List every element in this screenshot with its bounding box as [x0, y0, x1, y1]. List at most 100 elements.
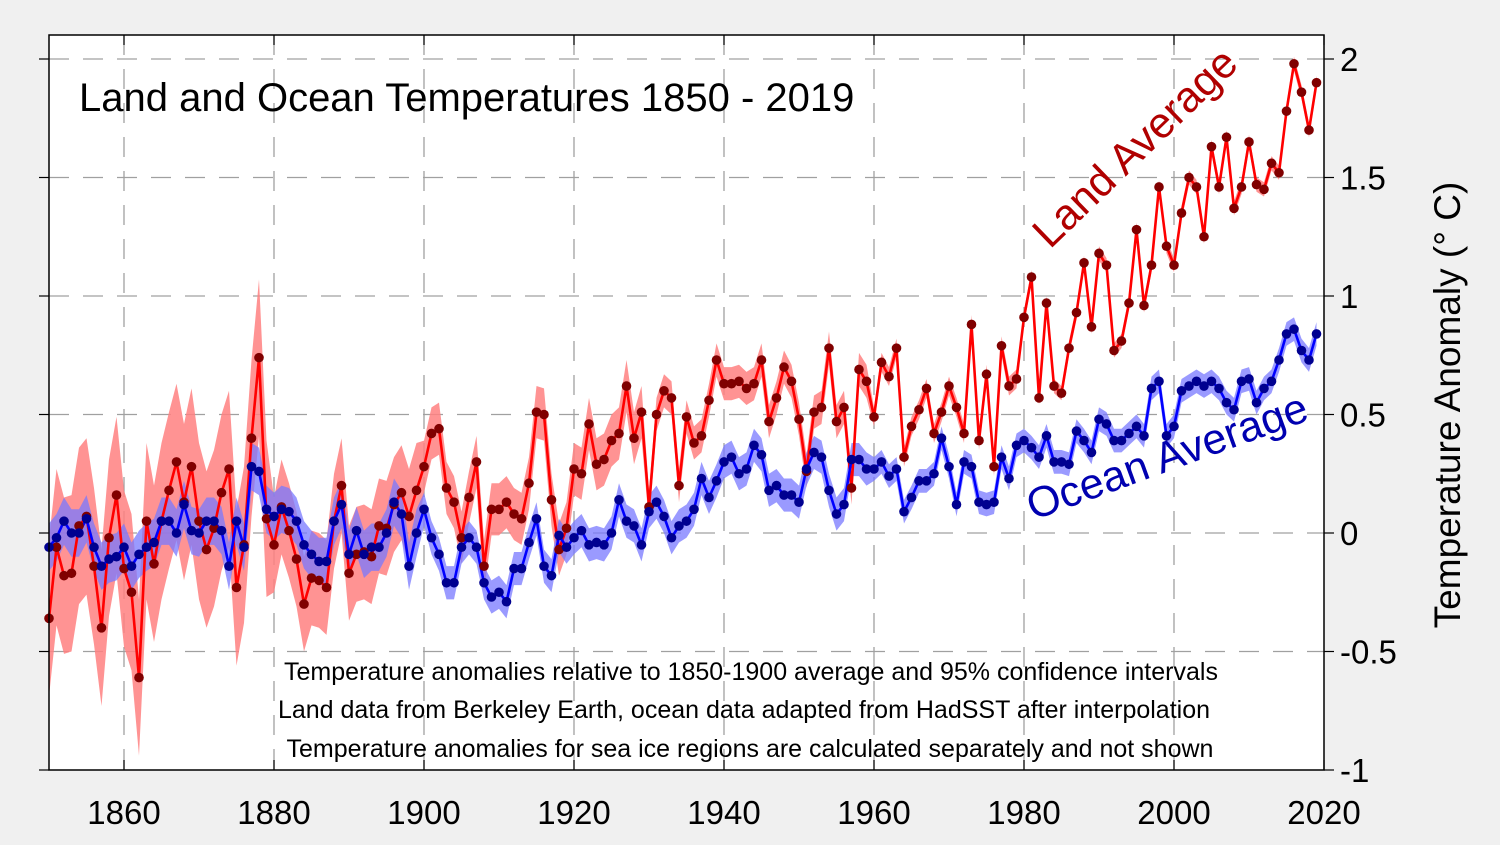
land-data-point	[786, 376, 797, 387]
ocean-data-point	[681, 516, 692, 526]
ocean-data-point	[689, 504, 699, 515]
land-data-point	[749, 378, 759, 389]
land-data-point	[1116, 336, 1127, 346]
land-data-point	[1139, 300, 1149, 311]
ocean-data-point	[636, 540, 647, 550]
y-tick-label: -1	[1340, 752, 1369, 789]
ocean-data-point	[149, 537, 159, 548]
ocean-data-point	[719, 457, 729, 467]
ocean-data-point	[359, 549, 369, 560]
ocean-data-point	[1146, 383, 1157, 394]
land-data-point	[1244, 137, 1254, 147]
land-data-point	[1064, 343, 1074, 353]
ocean-data-point	[764, 485, 774, 496]
land-data-point	[284, 525, 294, 536]
ocean-data-point	[1064, 459, 1074, 470]
ocean-data-point	[801, 464, 812, 474]
ocean-data-point	[239, 542, 249, 553]
ocean-data-point	[96, 561, 107, 571]
ocean-data-point	[381, 528, 392, 538]
ocean-data-point	[66, 528, 77, 538]
land-data-point	[1004, 381, 1014, 391]
land-data-point	[554, 544, 564, 555]
ocean-data-point	[1244, 374, 1254, 384]
ocean-data-point	[704, 492, 714, 503]
ocean-data-point	[479, 577, 489, 588]
ocean-data-point	[509, 563, 519, 574]
ocean-data-point	[1206, 376, 1217, 387]
land-data-point	[1146, 260, 1157, 270]
x-tick-label: 1880	[237, 794, 310, 831]
ocean-data-point	[1214, 383, 1224, 394]
land-data-point	[441, 483, 452, 493]
land-data-point	[674, 480, 684, 491]
land-data-point	[1311, 77, 1322, 88]
ocean-data-point	[1199, 381, 1209, 391]
ocean-data-point	[621, 516, 632, 526]
ocean-data-point	[194, 528, 204, 538]
land-data-point	[291, 554, 302, 564]
ocean-data-point	[914, 476, 924, 486]
ocean-data-point	[464, 532, 474, 543]
land-data-point	[1191, 182, 1202, 192]
land-data-point	[426, 428, 437, 439]
land-data-point	[209, 523, 219, 534]
ocean-data-point	[599, 540, 609, 550]
ocean-data-point	[974, 497, 984, 507]
land-data-point	[104, 532, 114, 543]
land-data-point	[741, 383, 752, 394]
ocean-data-point	[831, 509, 842, 519]
land-data-point	[186, 461, 197, 472]
land-data-point	[201, 544, 212, 555]
ocean-data-point	[494, 587, 504, 598]
ocean-data-point	[1034, 452, 1044, 462]
land-data-point	[1296, 87, 1307, 97]
y-tick-label: -0.5	[1340, 634, 1397, 671]
land-data-point	[1079, 258, 1089, 268]
note-line-3: Temperature anomalies for sea ice region…	[287, 735, 1214, 763]
land-data-point	[1184, 172, 1194, 183]
plot-frame	[48, 34, 1325, 771]
land-data-point	[959, 428, 969, 439]
land-data-point	[1274, 167, 1284, 178]
land-data-point	[966, 319, 977, 330]
land-data-point	[464, 492, 474, 503]
land-data-point	[1206, 141, 1217, 152]
ocean-data-point	[659, 511, 669, 522]
ocean-data-point	[1011, 440, 1022, 451]
chart-title: Land and Ocean Temperatures 1850 - 2019	[79, 76, 854, 120]
ocean-data-point	[1131, 421, 1142, 432]
ocean-data-point	[674, 521, 684, 531]
ocean-data-point	[1049, 457, 1059, 467]
ocean-data-point	[284, 506, 294, 517]
land-data-point	[681, 412, 692, 422]
land-data-point	[1124, 298, 1134, 308]
ocean-data-point	[156, 516, 167, 526]
ocean-data-point	[786, 490, 797, 500]
y-tick-label: 2	[1340, 41, 1358, 78]
ocean-data-point	[1154, 376, 1164, 387]
ocean-data-point	[51, 532, 62, 543]
land-data-point	[621, 381, 632, 391]
ocean-data-point	[666, 532, 677, 543]
y-tick-label: 0	[1340, 515, 1358, 552]
ocean-data-point	[846, 454, 857, 465]
land-data-point	[1281, 106, 1292, 116]
ocean-data-point	[419, 504, 429, 515]
land-data-point	[171, 457, 182, 467]
ocean-data-point	[734, 468, 744, 479]
ocean-data-point	[876, 457, 887, 467]
ocean-data-point	[891, 464, 902, 474]
ocean-data-point	[74, 528, 84, 538]
ocean-data-point	[824, 485, 834, 496]
ocean-data-point	[899, 506, 909, 517]
land-data-point	[1011, 374, 1022, 384]
ocean-data-point	[246, 461, 257, 472]
ocean-data-point	[1109, 435, 1119, 446]
land-data-point	[134, 672, 144, 683]
land-data-point	[591, 459, 602, 470]
x-tick-label: 2020	[1287, 794, 1360, 831]
ocean-data-point	[179, 499, 189, 510]
ocean-data-point	[321, 556, 332, 567]
land-data-point	[254, 352, 264, 363]
